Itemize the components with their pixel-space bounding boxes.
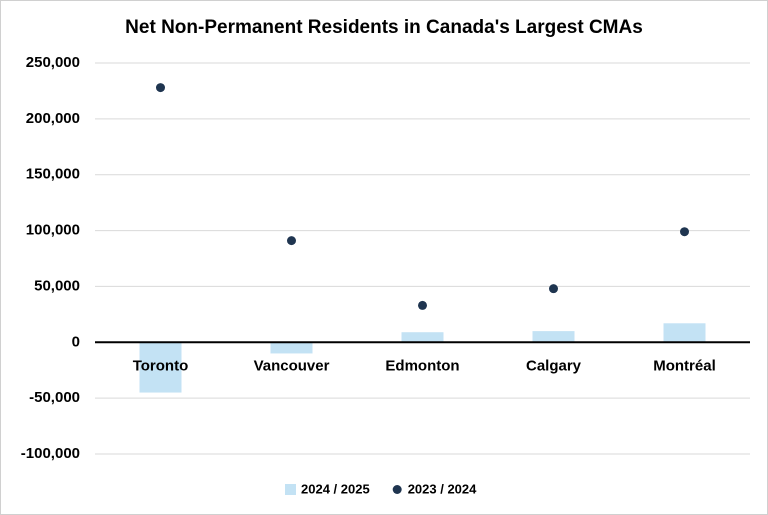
y-tick-label: -100,000 <box>21 445 80 462</box>
y-tick-label: 200,000 <box>26 110 80 127</box>
y-tick-label: 250,000 <box>26 54 80 71</box>
bar <box>532 331 575 343</box>
legend-swatch <box>285 484 296 495</box>
x-tick-label: Montréal <box>653 357 716 374</box>
y-tick-label: 50,000 <box>34 277 80 294</box>
point <box>418 300 427 310</box>
x-tick-label: Vancouver <box>254 357 330 374</box>
y-tick-label: 0 <box>72 333 80 350</box>
bar <box>139 342 182 393</box>
x-tick-label: Edmonton <box>385 357 459 374</box>
x-tick-label: Toronto <box>133 357 189 374</box>
x-tick-label: Calgary <box>526 357 582 374</box>
legend-swatch <box>392 485 402 494</box>
point <box>680 227 689 237</box>
point <box>287 236 296 246</box>
chart-title: Net Non-Permanent Residents in Canada's … <box>125 17 643 38</box>
bar <box>401 332 444 343</box>
point <box>549 284 558 294</box>
y-tick-label: 100,000 <box>26 222 80 239</box>
legend-label: 2024 / 2025 <box>301 481 370 496</box>
y-tick-label: 150,000 <box>26 166 80 183</box>
bar <box>270 342 313 354</box>
bar <box>663 323 706 343</box>
y-tick-label: -50,000 <box>29 389 80 406</box>
legend-label: 2023 / 2024 <box>408 481 477 496</box>
point <box>156 83 165 93</box>
